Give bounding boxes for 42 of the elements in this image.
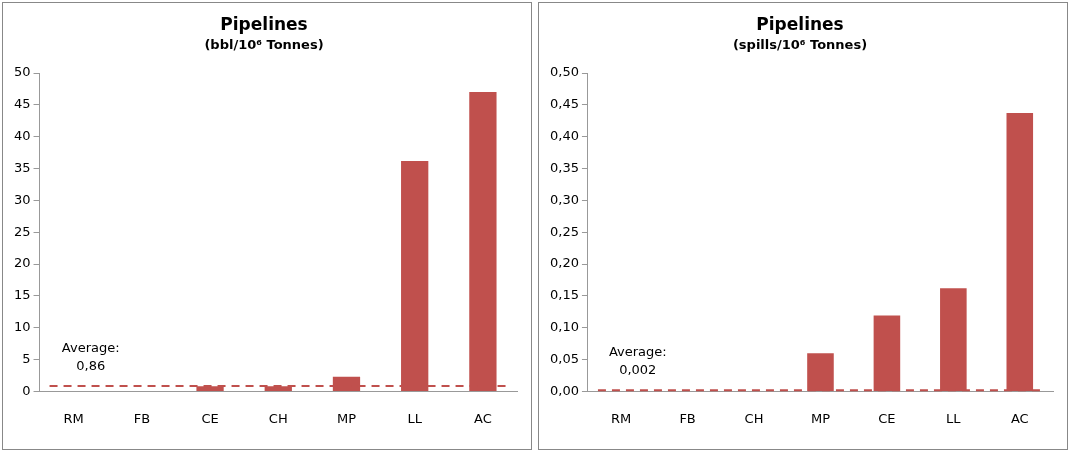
y-tick-label: 45 [14,96,31,112]
x-tick-label: LL [407,410,423,426]
x-tick-label: FB [133,410,151,426]
y-tick-label: 0,35 [549,159,579,175]
x-tick-label: CH [744,410,764,426]
y-tick-label: 0,20 [549,255,579,271]
y-tick-label: 25 [14,223,31,239]
y-tick-label: 40 [14,128,31,144]
y-tick-label: 15 [14,287,31,303]
y-tick-label: 50 [14,64,31,80]
chart-subtitle: (bbl/10⁶ Tonnes) [204,36,324,52]
y-tick-label: 35 [14,159,31,175]
y-tick-label: 0,25 [549,223,579,239]
x-tick-label: MP [336,410,357,426]
ref-line-label: Average: 0,86 [61,339,120,373]
x-tick-label: CE [878,410,896,426]
y-tick-label: 0 [22,382,31,398]
chart-subtitle: (spills/10⁶ Tonnes) [732,36,868,52]
x-tick-label: RM [611,410,632,426]
x-tick-label: AC [1010,410,1029,426]
y-tick-label: 5 [22,350,31,366]
y-tick-label: 0,10 [549,319,579,335]
y-tick-label: 0,05 [549,350,579,366]
chart-title: Pipelines [756,13,844,34]
chart-title: Pipelines [220,13,308,34]
x-tick-label: RM [63,410,84,426]
x-tick-label: FB [679,410,696,426]
y-tick-label: 0,00 [549,382,579,398]
y-tick-label: 30 [14,191,31,207]
y-tick-label: 10 [14,319,31,335]
y-tick-label: 0,40 [549,128,579,144]
y-tick-label: 0,30 [549,191,579,207]
y-tick-label: 0,45 [549,96,579,112]
y-tick-label: 0,50 [549,64,579,80]
x-tick-label: CE [201,410,219,426]
x-tick-label: AC [474,410,492,426]
y-tick-label: 0,15 [549,287,579,303]
x-tick-label: LL [946,410,962,426]
y-tick-label: 20 [14,255,31,271]
x-tick-label: CH [268,410,288,426]
ref-line-label: Average: 0,002 [608,344,667,378]
x-tick-label: MP [810,410,831,426]
